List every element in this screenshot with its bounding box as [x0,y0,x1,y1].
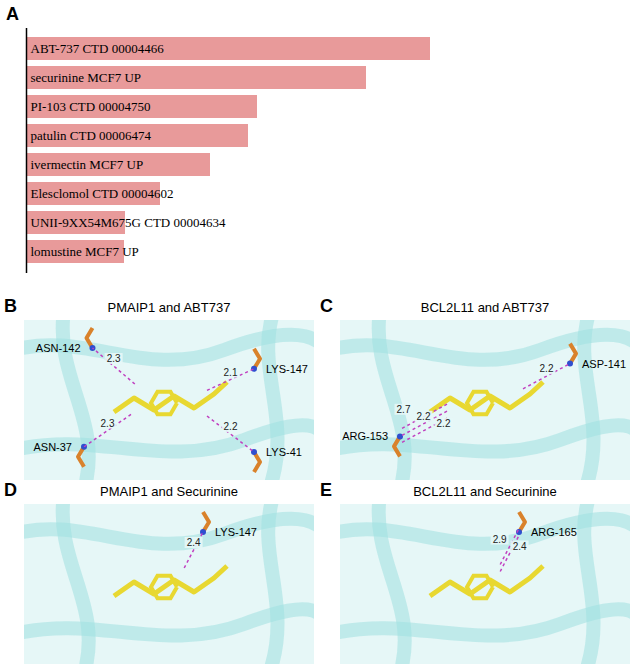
svg-text:2.9: 2.9 [493,534,507,545]
svg-text:LYS-147: LYS-147 [266,363,308,375]
svg-text:2.1: 2.1 [224,367,238,378]
svg-text:ASP-141: ASP-141 [582,358,626,370]
svg-text:2.2: 2.2 [437,418,451,429]
svg-text:UNII-9XX54M675G CTD 00004634: UNII-9XX54M675G CTD 00004634 [31,215,226,230]
svg-text:2.3: 2.3 [107,353,121,364]
html-text:B: B [4,296,17,316]
svg-text:ivermectin MCF7 UP: ivermectin MCF7 UP [31,157,144,172]
html-text:D: D [4,480,17,500]
svg-text:2.4: 2.4 [513,541,527,552]
svg-text:2.7: 2.7 [397,404,411,415]
html-text:PMAIP1 and Securinine: PMAIP1 and Securinine [100,484,238,499]
html-text:BCL2L11 and Securinine: BCL2L11 and Securinine [413,484,557,499]
svg-text:ABT-737 CTD 00004466: ABT-737 CTD 00004466 [31,41,165,56]
svg-text:securinine MCF7 UP: securinine MCF7 UP [31,70,142,85]
svg-text:2.2: 2.2 [224,421,238,432]
html-text:PMAIP1 and ABT737: PMAIP1 and ABT737 [107,300,231,315]
svg-text:2.3: 2.3 [101,418,115,429]
svg-text:Elesclomol CTD 00004602: Elesclomol CTD 00004602 [31,186,174,201]
svg-text:lomustine MCF7 UP: lomustine MCF7 UP [31,244,139,259]
html-text:E: E [320,480,332,500]
svg-text:ARG-153: ARG-153 [342,430,388,442]
svg-text:LYS-147: LYS-147 [215,526,257,538]
svg-text:ASN-37: ASN-37 [33,441,72,453]
html-text:A: A [6,4,19,24]
svg-text:2.2: 2.2 [540,363,554,374]
svg-text:2.4: 2.4 [187,537,201,548]
html-text:C: C [320,296,333,316]
svg-text:patulin CTD 00006474: patulin CTD 00006474 [31,128,152,143]
html-text:BCL2L11 and ABT737: BCL2L11 and ABT737 [420,300,550,315]
svg-text:LYS-41: LYS-41 [266,446,302,458]
svg-text:ASN-142: ASN-142 [36,342,81,354]
svg-text:PI-103 CTD 00004750: PI-103 CTD 00004750 [31,99,151,114]
svg-text:2.2: 2.2 [417,411,431,422]
svg-text:ARG-165: ARG-165 [531,526,577,538]
